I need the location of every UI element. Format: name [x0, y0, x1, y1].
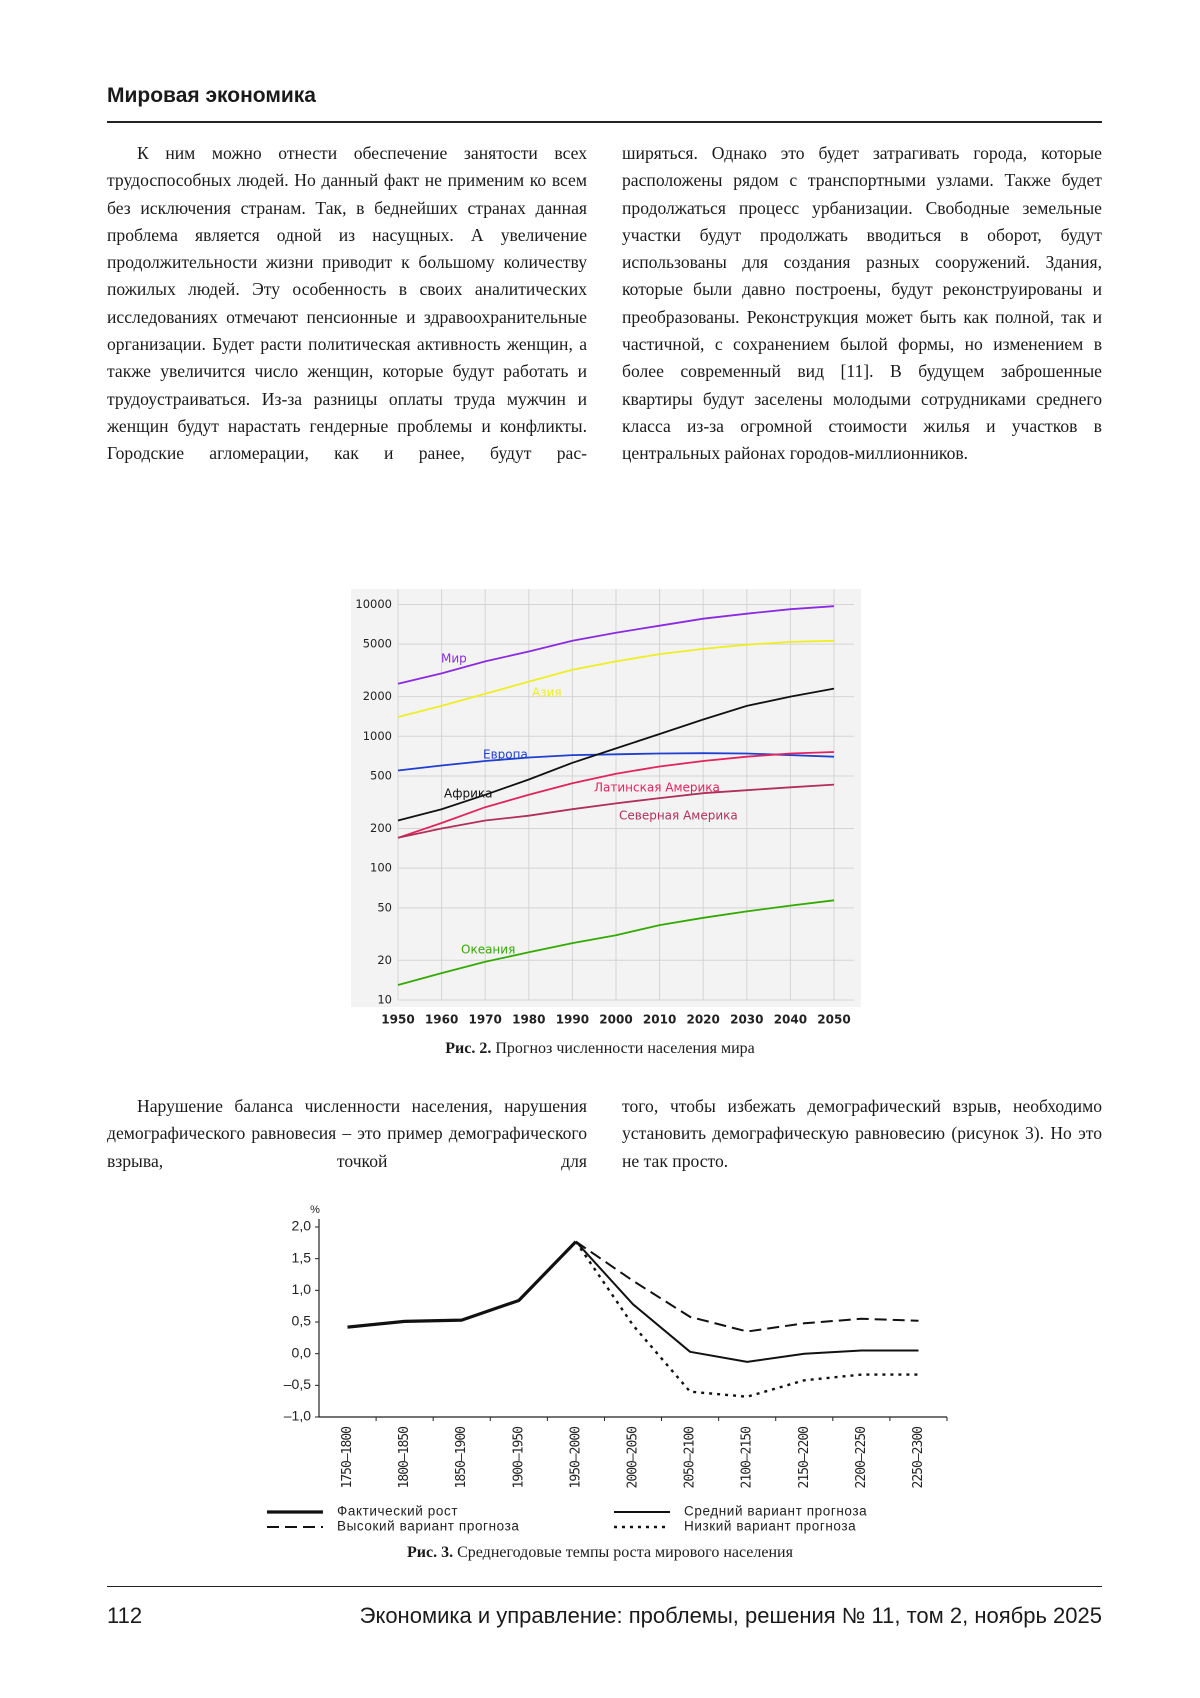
y-tick-label: 1,0	[292, 1281, 312, 1297]
paragraph: того, чтобы избежать демографический взр…	[622, 1093, 1102, 1175]
x-tick-label: 1960	[425, 1013, 458, 1027]
caption-text: Среднегодовые темпы роста мирового насел…	[457, 1544, 793, 1561]
x-tick-label: 1850–1900	[454, 1427, 469, 1489]
y-tick-label: 2,0	[292, 1218, 312, 1234]
y-tick-label: 500	[370, 768, 392, 782]
legend-label: Средний вариант прогноза	[684, 1504, 867, 1519]
y-tick-label: 200	[370, 821, 392, 835]
x-tick-label: 1800–1850	[397, 1427, 412, 1489]
plot-background	[351, 589, 861, 1007]
x-tick-label: 1950	[381, 1013, 414, 1027]
x-tick-label: 2010	[643, 1013, 676, 1027]
y-tick-label: 1,5	[292, 1249, 312, 1265]
x-tick-label: 2000–2050	[626, 1427, 641, 1489]
header-rule	[107, 121, 1102, 123]
y-tick-label: –0,5	[284, 1376, 311, 1392]
legend-label: Фактический рост	[337, 1504, 458, 1519]
x-tick-label: 2020	[686, 1013, 719, 1027]
series-label: Азия	[532, 686, 562, 700]
x-tick-label: 1990	[556, 1013, 589, 1027]
series-line	[576, 1242, 919, 1362]
caption-label: Рис. 2.	[445, 1040, 491, 1057]
series-label: Северная Америка	[619, 809, 738, 823]
y-tick-label: –1,0	[284, 1408, 311, 1424]
header-title: Мировая экономика	[107, 84, 316, 108]
y-tick-label: 100	[370, 861, 392, 875]
journal-name: Экономика и управление: проблемы, решени…	[360, 1603, 1102, 1629]
series-line	[348, 1242, 576, 1328]
series-label: Европа	[483, 748, 528, 762]
y-tick-label: 20	[377, 953, 392, 967]
y-tick-label: 2000	[363, 689, 392, 703]
y-tick-label: 0,0	[292, 1344, 312, 1360]
y-tick-label: 0,5	[292, 1313, 312, 1329]
series-label: Океания	[461, 943, 515, 957]
y-tick-label: 5000	[363, 637, 392, 651]
x-tick-label: 1980	[512, 1013, 545, 1027]
x-tick-label: 1970	[468, 1013, 501, 1027]
page-number: 112	[107, 1603, 142, 1629]
y-tick-label: 50	[377, 900, 392, 914]
growth-chart: % 2,0 1,5 1,0 0,5 0,0 –0,5 –1,0 1750–1800 1800–18…	[256, 1199, 956, 1544]
legend-label: Низкий вариант прогноза	[684, 1519, 856, 1534]
caption: Рис. 2. Прогноз численности населения ми…	[0, 1040, 1200, 1058]
y-tick-label: 1000	[363, 729, 392, 743]
x-tick-label: 2050–2100	[683, 1427, 698, 1489]
x-tick-label: 1950–2000	[568, 1427, 583, 1489]
y-tick-label: 10000	[355, 597, 392, 611]
paragraph: Нарушение баланса численности населения,…	[107, 1093, 587, 1175]
x-tick-label: 2050	[817, 1013, 850, 1027]
caption: Рис. 3. Среднегодовые темпы роста мирово…	[0, 1544, 1200, 1562]
caption-label: Рис. 3.	[407, 1544, 453, 1561]
paragraph: К ним можно отнести обеспечение занятост…	[107, 140, 587, 468]
paragraph: ширяться. Однако это будет затрагивать г…	[622, 140, 1102, 468]
y-axis-unit: %	[310, 1204, 320, 1216]
x-tick-label: 2040	[774, 1013, 807, 1027]
series-line	[576, 1242, 919, 1332]
x-tick-label: 1900–1950	[511, 1427, 526, 1489]
x-tick-label: 2250–2300	[911, 1427, 926, 1489]
x-tick-label: 2000	[599, 1013, 632, 1027]
x-tick-label: 2100–2150	[740, 1427, 755, 1489]
series-label: Африка	[444, 787, 493, 801]
x-tick-label: 2030	[730, 1013, 763, 1027]
y-tick-label: 10	[377, 993, 392, 1007]
legend-label: Высокий вариант прогноза	[337, 1519, 520, 1534]
population-chart: 1020501002005001000200050001000019501960…	[351, 589, 861, 1034]
x-tick-label: 1750–1800	[340, 1427, 355, 1489]
x-tick-label: 2200–2250	[854, 1427, 869, 1489]
x-tick-label: 2150–2200	[797, 1427, 812, 1489]
caption-text: Прогноз численности населения мира	[495, 1040, 754, 1057]
series-label: Латинская Америка	[594, 781, 720, 795]
series-label: Мир	[441, 652, 467, 666]
footer-rule	[107, 1586, 1102, 1587]
